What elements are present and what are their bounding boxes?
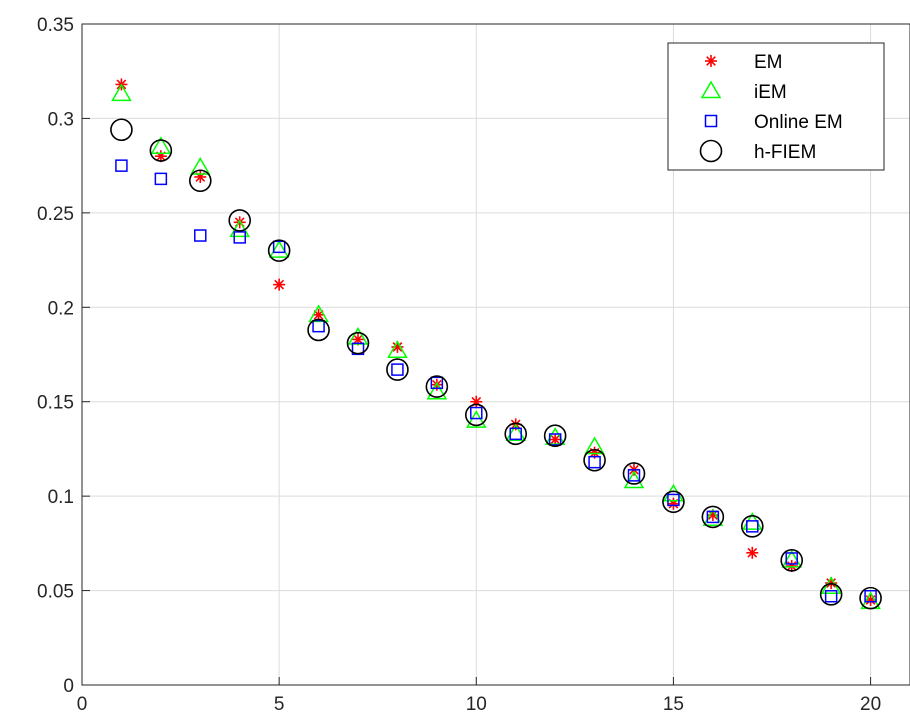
data-point bbox=[583, 448, 606, 472]
data-point bbox=[667, 493, 680, 507]
data-point bbox=[627, 469, 641, 482]
data-point bbox=[824, 589, 838, 603]
data-point bbox=[346, 331, 370, 355]
data-point bbox=[149, 139, 173, 162]
data-point bbox=[781, 549, 803, 568]
legend-label: h-FIEM bbox=[754, 142, 816, 163]
data-point bbox=[706, 510, 720, 524]
data-point bbox=[859, 586, 882, 610]
data-point bbox=[426, 381, 448, 400]
legend-box bbox=[667, 42, 885, 171]
data-point bbox=[430, 376, 444, 390]
data-point bbox=[588, 455, 601, 469]
data-point bbox=[746, 520, 759, 533]
data-point bbox=[189, 157, 211, 175]
x-tick-label: 5 bbox=[274, 694, 285, 715]
data-point bbox=[702, 508, 724, 527]
data-point bbox=[465, 410, 487, 428]
data-point bbox=[464, 403, 488, 427]
data-point bbox=[307, 318, 330, 342]
y-tick-label: 0.1 bbox=[48, 487, 74, 508]
data-point bbox=[667, 497, 680, 510]
y-tick-label: 0 bbox=[63, 676, 74, 697]
data-point bbox=[780, 549, 804, 572]
data-point bbox=[386, 358, 409, 381]
data-point bbox=[352, 333, 364, 346]
data-point bbox=[154, 172, 168, 186]
legend-item: Online EM bbox=[704, 112, 843, 133]
y-tick-label: 0.05 bbox=[37, 582, 74, 603]
series-h-fiem bbox=[110, 118, 882, 610]
data-point bbox=[110, 118, 133, 142]
data-point bbox=[233, 231, 246, 244]
data-point bbox=[115, 159, 128, 172]
data-point bbox=[273, 278, 286, 291]
data-point bbox=[544, 427, 566, 445]
series-online-em bbox=[115, 159, 877, 603]
plot-area-frame bbox=[81, 23, 910, 686]
legend-label: EM bbox=[754, 52, 783, 73]
x-tick-label: 20 bbox=[860, 694, 881, 715]
x-tick-label: 10 bbox=[466, 694, 487, 715]
legend-label: Online EM bbox=[754, 112, 843, 133]
data-point bbox=[194, 229, 207, 242]
data-point bbox=[543, 424, 567, 448]
data-point bbox=[194, 170, 207, 183]
y-tick-label: 0.15 bbox=[37, 393, 74, 414]
data-point bbox=[387, 340, 408, 358]
y-tick-label: 0.35 bbox=[37, 15, 74, 36]
data-point bbox=[864, 589, 877, 603]
data-point bbox=[229, 219, 251, 238]
data-point bbox=[268, 240, 290, 258]
x-tick-label: 15 bbox=[663, 694, 684, 715]
data-point bbox=[505, 423, 527, 442]
data-point bbox=[228, 209, 252, 232]
data-point bbox=[785, 560, 798, 573]
data-point bbox=[785, 552, 798, 565]
data-point bbox=[548, 433, 562, 446]
data-point bbox=[470, 406, 483, 420]
y-tick-label: 0.25 bbox=[37, 204, 74, 225]
data-point bbox=[391, 340, 404, 353]
data-point bbox=[622, 462, 646, 485]
data-point bbox=[819, 583, 843, 606]
data-point bbox=[623, 470, 645, 489]
data-point bbox=[272, 240, 286, 254]
data-point bbox=[150, 136, 172, 154]
data-point bbox=[509, 427, 522, 441]
data-point bbox=[188, 169, 212, 193]
legend-marker bbox=[704, 114, 718, 128]
legend-marker bbox=[705, 55, 717, 67]
axes: 0 5 10 15 20 0 0.05 0.1 0.15 0.2 0.25 0.3 0.35 bbox=[37, 15, 881, 715]
data-point bbox=[111, 83, 132, 102]
data-point bbox=[584, 436, 605, 455]
data-point bbox=[746, 546, 759, 559]
data-point bbox=[662, 490, 685, 514]
legend-marker bbox=[699, 139, 723, 163]
data-point bbox=[267, 239, 291, 262]
y-tick-label: 0.2 bbox=[48, 298, 74, 319]
data-point bbox=[504, 422, 528, 446]
data-point bbox=[312, 319, 325, 333]
data-point bbox=[740, 515, 764, 538]
data-point bbox=[391, 363, 404, 376]
legend-label: iEM bbox=[754, 82, 787, 103]
legend-marker bbox=[700, 80, 722, 99]
y-tick-label: 0.3 bbox=[48, 109, 74, 130]
x-tick-label: 0 bbox=[77, 694, 88, 715]
legend: EM iEM Online EM h-FIEM bbox=[667, 42, 885, 171]
legend-item: EM bbox=[705, 52, 783, 73]
data-point bbox=[701, 505, 725, 529]
data-marks bbox=[110, 78, 882, 610]
data-point bbox=[425, 375, 449, 398]
legend-item: h-FIEM bbox=[699, 139, 816, 163]
legend-item: iEM bbox=[700, 80, 787, 103]
